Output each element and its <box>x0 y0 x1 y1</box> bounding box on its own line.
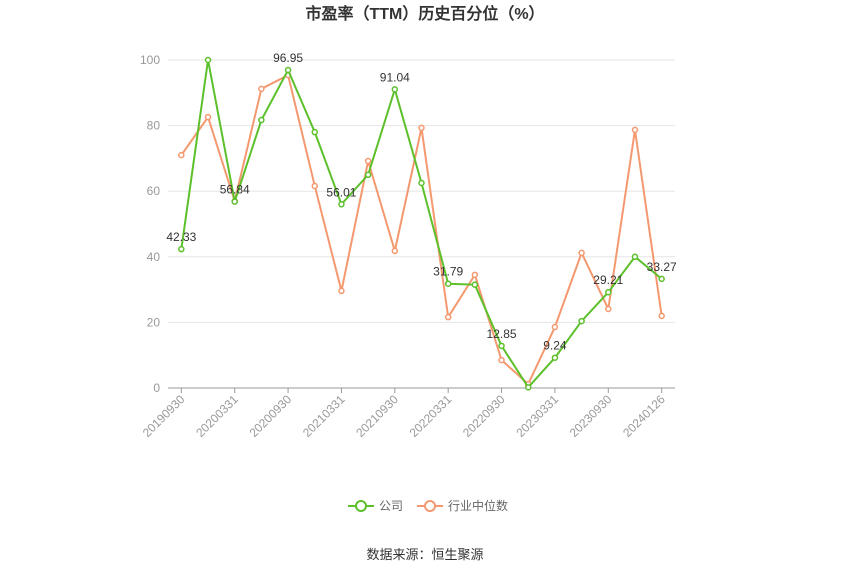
x-tick-label: 20200930 <box>247 392 295 440</box>
point <box>551 354 559 361</box>
point <box>231 198 238 205</box>
point <box>311 128 319 136</box>
y-tick-label: 0 <box>153 381 160 395</box>
point <box>658 312 665 320</box>
y-tick-label: 60 <box>147 184 161 198</box>
x-tick-label: 20200331 <box>193 392 241 440</box>
point <box>551 323 559 331</box>
point <box>178 245 185 253</box>
point <box>498 356 505 364</box>
point <box>418 124 425 132</box>
point <box>444 280 452 287</box>
data-label: 56.01 <box>326 185 356 199</box>
x-tick-label: 20210331 <box>300 392 348 440</box>
data-label: 96.95 <box>273 51 303 65</box>
series-line <box>180 59 663 389</box>
x-tick-label: 20220331 <box>407 392 455 440</box>
data-label: 29.21 <box>593 273 623 287</box>
data-label: 12.85 <box>487 327 517 341</box>
chart-title: 市盈率（TTM）历史百分位（%） <box>305 4 544 23</box>
point <box>338 287 345 295</box>
data-label: 33.27 <box>647 260 677 274</box>
point <box>471 281 479 288</box>
data-label: 31.79 <box>433 265 463 279</box>
y-tick-label: 40 <box>147 250 161 264</box>
point <box>204 113 212 121</box>
y-tick-label: 20 <box>147 315 161 329</box>
point <box>631 253 639 261</box>
point <box>178 151 185 159</box>
x-tick-label: 20240126 <box>620 392 668 440</box>
legend-label: 公司 <box>379 499 403 513</box>
point <box>391 86 399 93</box>
data-label: 9.24 <box>543 339 567 353</box>
x-tick-label: 20230930 <box>567 392 615 440</box>
y-tick-label: 100 <box>140 53 160 67</box>
point <box>258 85 265 93</box>
point <box>658 275 665 283</box>
x-tick-label: 20190930 <box>140 392 188 440</box>
series-line <box>180 73 663 386</box>
point <box>631 126 639 134</box>
x-tick-label: 20220930 <box>460 392 508 440</box>
data-label: 42.33 <box>166 230 196 244</box>
point <box>444 313 452 321</box>
point <box>311 182 319 190</box>
source-note: 数据来源：恒生聚源 <box>366 547 483 562</box>
point <box>364 171 372 179</box>
data-label: 91.04 <box>380 70 410 84</box>
point <box>418 179 425 187</box>
point <box>498 342 505 350</box>
point <box>284 66 292 74</box>
x-tick-label: 20210930 <box>353 392 401 440</box>
point <box>338 201 345 208</box>
point <box>471 271 479 279</box>
point <box>204 56 212 64</box>
legend-label: 行业中位数 <box>448 498 508 513</box>
data-label: 56.84 <box>220 183 250 197</box>
point <box>364 157 372 165</box>
point <box>605 305 612 313</box>
y-tick-label: 80 <box>147 119 161 133</box>
point <box>605 288 612 296</box>
legend-marker <box>424 500 437 512</box>
point <box>391 247 399 255</box>
x-tick-label: 20230331 <box>513 392 561 440</box>
point <box>524 384 532 391</box>
point <box>258 116 265 124</box>
legend-marker <box>355 500 367 512</box>
point <box>578 317 585 325</box>
point <box>578 249 585 257</box>
